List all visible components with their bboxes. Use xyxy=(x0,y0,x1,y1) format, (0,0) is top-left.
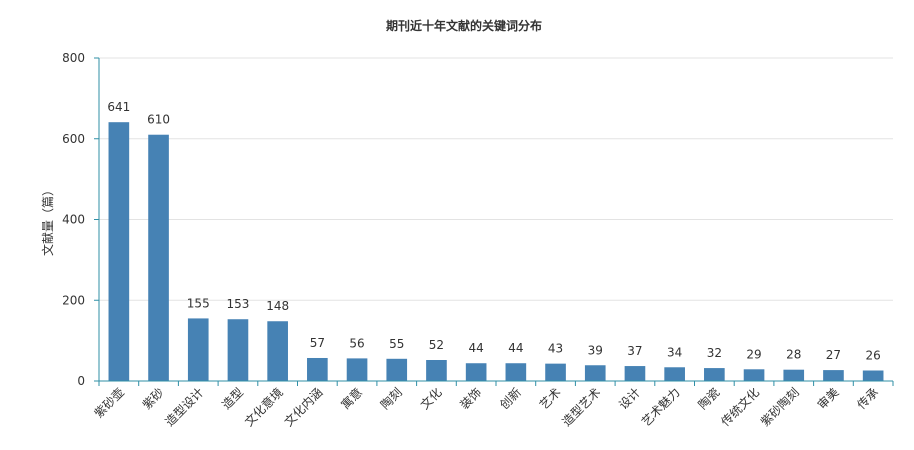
x-tick-label: 创新 xyxy=(496,385,524,413)
y-tick-label: 200 xyxy=(62,293,85,307)
data-label: 39 xyxy=(588,343,603,357)
y-axis-ticks: 0 200 400 600 800 xyxy=(62,51,85,388)
bar xyxy=(664,367,685,381)
bar xyxy=(386,358,408,381)
data-label: 610 xyxy=(147,113,170,127)
bar xyxy=(545,363,566,381)
data-label: 32 xyxy=(707,346,722,360)
bar xyxy=(465,363,487,381)
axes xyxy=(94,57,894,386)
data-label: 44 xyxy=(508,341,523,355)
data-label: 27 xyxy=(826,348,841,362)
bar xyxy=(823,370,844,381)
y-tick-label: 600 xyxy=(62,132,85,146)
data-label: 155 xyxy=(187,296,210,310)
x-tick-label: 紫砂 xyxy=(140,385,167,412)
data-label: 57 xyxy=(310,336,325,350)
bar xyxy=(783,369,805,381)
x-tick-label: 设计 xyxy=(616,385,643,412)
x-tick-label: 艺术魅力 xyxy=(638,385,683,430)
x-tick-label: 造型艺术 xyxy=(560,385,604,429)
bar xyxy=(187,318,209,381)
x-tick-label: 文化意境 xyxy=(241,385,286,430)
x-tick-label: 造型设计 xyxy=(163,385,207,429)
data-label: 148 xyxy=(266,299,289,313)
data-label: 55 xyxy=(389,337,404,351)
bar xyxy=(148,134,169,381)
y-axis-label: 文献量（篇） xyxy=(40,184,55,256)
data-label: 26 xyxy=(866,349,881,363)
y-tick-label: 400 xyxy=(62,213,85,227)
data-label: 641 xyxy=(107,100,130,114)
x-tick-label: 艺术 xyxy=(537,385,564,412)
y-tick-label: 800 xyxy=(62,51,85,65)
y-tick-label: 0 xyxy=(77,374,85,388)
bar xyxy=(862,370,884,381)
x-tick-label: 审美 xyxy=(814,385,842,413)
data-label: 52 xyxy=(429,338,444,352)
x-tick-label: 陶瓷 xyxy=(695,385,723,413)
data-label: 37 xyxy=(627,344,642,358)
x-tick-label: 紫砂陶刻 xyxy=(757,385,802,430)
bar xyxy=(624,366,646,381)
data-label: 43 xyxy=(548,342,563,356)
bars xyxy=(108,122,884,381)
x-tick-label: 文化 xyxy=(417,385,445,413)
x-tick-label: 紫砂壶 xyxy=(91,385,127,421)
data-label: 56 xyxy=(349,336,364,350)
x-tick-label: 陶刻 xyxy=(377,385,405,413)
bar xyxy=(108,122,130,381)
bar xyxy=(426,360,447,381)
data-label: 28 xyxy=(786,348,801,362)
x-tick-label: 传承 xyxy=(854,385,882,413)
bar xyxy=(346,358,368,381)
x-tick-label: 文化内涵 xyxy=(281,385,326,430)
x-tick-label: 寓意 xyxy=(338,385,366,413)
bar xyxy=(227,319,249,381)
bar xyxy=(307,357,328,381)
data-label: 34 xyxy=(667,345,682,359)
data-labels: 641 610 155 153 148 57 56 55 52 44 44 43 39 37 34 32 29 2… xyxy=(107,100,880,362)
bar xyxy=(704,368,725,381)
data-label: 44 xyxy=(469,341,484,355)
bar xyxy=(743,369,765,381)
data-label: 153 xyxy=(226,297,249,311)
bar xyxy=(267,321,288,381)
bar xyxy=(505,363,527,381)
grid-lines xyxy=(99,57,893,301)
x-tick-label: 造型 xyxy=(219,385,246,412)
x-tick-label: 传统文化 xyxy=(718,385,763,430)
data-label: 29 xyxy=(746,347,761,361)
x-tick-label: 装饰 xyxy=(457,385,484,412)
chart-title: 期刊近十年文献的关键词分布 xyxy=(386,18,542,33)
bar xyxy=(584,365,606,381)
